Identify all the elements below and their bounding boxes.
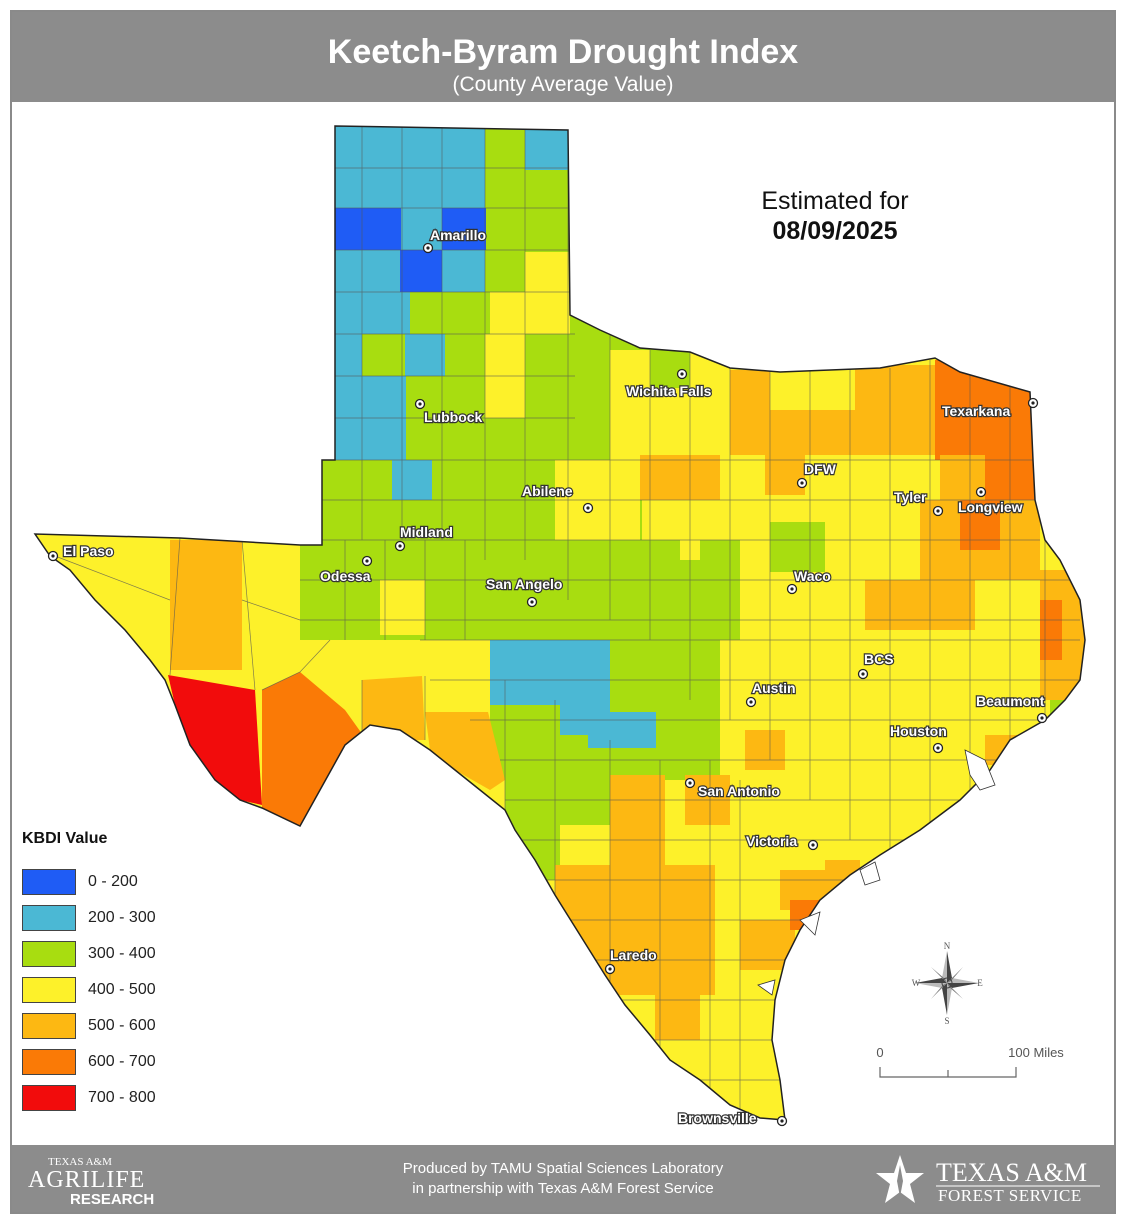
city-label-san-antonio: San Antonio [698, 783, 780, 799]
header-banner: Keetch-Byram Drought Index (County Avera… [12, 12, 1114, 102]
legend-item: 0 - 200 [22, 864, 222, 900]
footer-credit: Produced by TAMU Spatial Sciences Labora… [12, 1159, 1114, 1199]
agrilife-logo: TEXAS A&M AGRILIFE RESEARCH [28, 1156, 154, 1207]
page-title: Keetch-Byram Drought Index [327, 33, 799, 71]
city-layer: Amarillo Lubbock Wichita Falls Texarkana DFW… [47, 226, 1048, 1127]
legend-item: 500 - 600 [22, 1008, 222, 1044]
city-label-san-angelo: San Angelo [486, 576, 563, 592]
city-marker-dot [1040, 716, 1044, 720]
forest-service-logo: TEXAS A&M FOREST SERVICE [876, 1155, 1100, 1205]
city-marker-dot [51, 554, 55, 558]
city-label-dfw: DFW [804, 461, 837, 477]
city-label-midland: Midland [400, 524, 453, 540]
city-marker-dot [811, 843, 815, 847]
compass-n: N [944, 941, 951, 951]
legend-label: 500 - 600 [88, 1017, 156, 1034]
credit-line-1: Produced by TAMU Spatial Sciences Labora… [402, 1160, 724, 1177]
city-marker-dot [608, 967, 612, 971]
city-label-victoria: Victoria [746, 833, 797, 849]
city-marker-dot [688, 781, 692, 785]
legend-item: 600 - 700 [22, 1044, 222, 1080]
scale-end: 100 Miles [1008, 1045, 1064, 1060]
legend-title: KBDI Value [22, 830, 108, 847]
city-label-tyler: Tyler [894, 489, 927, 505]
city-label-bcs: BCS [864, 651, 894, 667]
compass-w: W [912, 978, 921, 988]
legend-item: 300 - 400 [22, 936, 222, 972]
city-label-abilene: Abilene [522, 483, 573, 499]
city-marker-dot [418, 402, 422, 406]
city-label-austin: Austin [752, 680, 796, 696]
scale-zero: 0 [876, 1045, 883, 1060]
coastal-bays [757, 749, 996, 996]
legend-swatch [22, 941, 76, 967]
city-label-brownsville: Brownsville [678, 1110, 757, 1126]
city-label-waco: Waco [794, 568, 831, 584]
scale-bar: 0 100 Miles [876, 1045, 1064, 1078]
legend-swatch [22, 977, 76, 1003]
compass-rose: N E S W [912, 941, 984, 1026]
city-marker-dot [936, 509, 940, 513]
city-label-odessa: Odessa [320, 568, 371, 584]
tree-icon [897, 1165, 903, 1197]
credit-line-2: in partnership with Texas A&M Forest Ser… [412, 1180, 714, 1197]
legend-swatch [22, 1013, 76, 1039]
agrilife-logo-top: TEXAS A&M [48, 1156, 112, 1168]
city-marker-dot [861, 672, 865, 676]
legend-label: 700 - 800 [88, 1089, 156, 1106]
city-marker-dot [780, 1119, 784, 1123]
legend-swatch [22, 869, 76, 895]
city-marker-dot [398, 544, 402, 548]
forest-logo-sub: FOREST SERVICE [938, 1186, 1082, 1205]
city-label-texarkana: Texarkana [942, 403, 1010, 419]
city-marker-dot [979, 490, 983, 494]
city-marker-dot [936, 746, 940, 750]
legend-label: 300 - 400 [88, 945, 156, 962]
estimate-label: Estimated for [761, 187, 909, 215]
city-label-amarillo: Amarillo [430, 227, 486, 243]
city-marker-dot [365, 559, 369, 563]
legend-label: 0 - 200 [88, 873, 138, 890]
legend-item: 200 - 300 [22, 900, 222, 936]
agrilife-logo-main: AGRILIFE [28, 1167, 145, 1193]
city-marker-dot [1031, 401, 1035, 405]
legend-swatch [22, 905, 76, 931]
legend-item: 700 - 800 [22, 1080, 222, 1116]
page-subtitle: (County Average Value) [452, 73, 674, 96]
city-label-laredo: Laredo [610, 947, 657, 963]
state-outline [33, 125, 1086, 1121]
legend-swatch [22, 1085, 76, 1111]
compass-s: S [944, 1016, 949, 1026]
legend-label: 400 - 500 [88, 981, 156, 998]
city-marker-dot [790, 587, 794, 591]
city-marker-dot [749, 700, 753, 704]
city-marker-dot [586, 506, 590, 510]
city-label-beaumont: Beaumont [976, 693, 1045, 709]
legend-swatch [22, 1049, 76, 1075]
city-label-el-paso: El Paso [63, 543, 114, 559]
footer-banner: TEXAS A&M AGRILIFE RESEARCH Produced by … [12, 1145, 1114, 1212]
city-marker-dot [680, 372, 684, 376]
city-label-houston: Houston [890, 723, 947, 739]
estimate-box: Estimated for 08/09/2025 [700, 186, 970, 246]
city-label-wichita-falls: Wichita Falls [626, 383, 712, 399]
city-label-longview: Longview [958, 499, 1023, 515]
city-label-lubbock: Lubbock [424, 409, 483, 425]
city-marker-dot [800, 481, 804, 485]
legend-items: 0 - 200 200 - 300 300 - 400 400 - 500 500 - … [22, 864, 222, 1116]
city-marker-dot [530, 600, 534, 604]
legend: KBDI Value 0 - 200 200 - 300 300 - 400 400 … [22, 830, 222, 1116]
county-boundaries [54, 126, 1080, 1118]
forest-logo-main: TEXAS A&M [936, 1158, 1087, 1187]
compass-e: E [977, 978, 983, 988]
estimate-date: 08/09/2025 [772, 217, 898, 245]
legend-item: 400 - 500 [22, 972, 222, 1008]
city-marker-dot [426, 246, 430, 250]
legend-label: 200 - 300 [88, 909, 156, 926]
legend-label: 600 - 700 [88, 1053, 156, 1070]
agrilife-logo-bottom: RESEARCH [70, 1191, 154, 1207]
